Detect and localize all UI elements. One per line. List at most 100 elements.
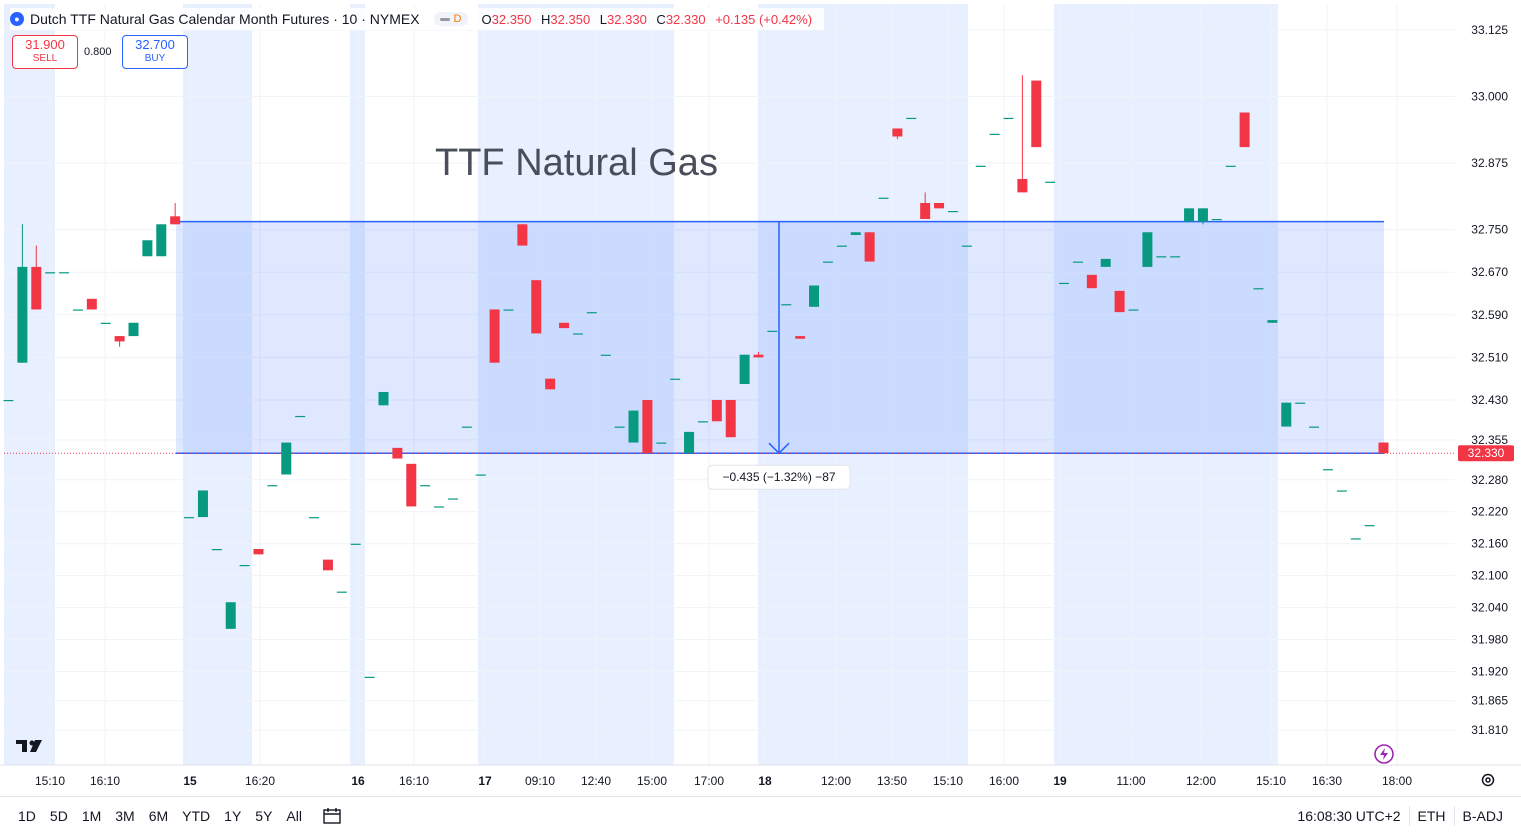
price-tick-label: 31.865: [1471, 694, 1508, 708]
gridlines: [4, 4, 1455, 765]
price-tick-label: 31.920: [1471, 664, 1508, 678]
candle-body: [572, 333, 583, 335]
candle-body: [1017, 179, 1028, 193]
candle-body: [420, 485, 431, 487]
candle-body: [947, 210, 958, 213]
candle-body: [1003, 117, 1014, 120]
candle-body: [906, 117, 917, 120]
range-fill: [176, 221, 1384, 454]
divider: [1453, 806, 1455, 826]
candle-body: [128, 322, 139, 337]
candle-body: [517, 224, 528, 246]
symbol-title[interactable]: Dutch TTF Natural Gas Calendar Month Fut…: [30, 11, 420, 27]
lightning-icon[interactable]: [1373, 743, 1395, 765]
buy-button[interactable]: 32.700 BUY: [122, 35, 188, 69]
candle-body: [1128, 309, 1139, 311]
candle-body: [892, 128, 903, 137]
session-toggle[interactable]: ETH: [1417, 808, 1446, 824]
candle-body: [934, 203, 945, 209]
candle-body: [559, 322, 570, 329]
candle-body: [1253, 288, 1264, 290]
range-5d[interactable]: 5D: [49, 808, 68, 824]
candle-body: [586, 312, 597, 314]
price-tick-label: 32.875: [1471, 156, 1508, 170]
range-5y[interactable]: 5Y: [255, 808, 273, 824]
candle-body: [267, 485, 278, 487]
range-1d[interactable]: 1D: [18, 808, 36, 824]
candle-body: [545, 378, 556, 390]
price-axis: 33.125 33.000 32.875 32.750 32.670 32.590 32.5…: [1456, 0, 1521, 796]
candle-body: [72, 309, 83, 311]
candle-body: [864, 232, 875, 262]
time-axis: 15:10 16:10 15 16:20 16 16:10 17 09:10 12:40 15:0…: [0, 764, 1521, 788]
time-tick-label: 09:10: [525, 774, 555, 788]
candle-body: [1350, 538, 1361, 540]
candle-body: [1295, 402, 1306, 404]
candle-body: [1072, 261, 1083, 263]
candle-body: [642, 399, 653, 454]
candle-body: [281, 442, 292, 475]
clock[interactable]: 16:08:30 UTC+2: [1297, 808, 1401, 824]
time-tick-label: 15: [183, 774, 197, 788]
time-tick-label: 18:00: [1382, 774, 1412, 788]
price-tick-label: 31.810: [1471, 723, 1508, 737]
chart-annotation[interactable]: TTF Natural Gas: [435, 142, 718, 184]
time-tick-label: 13:50: [877, 774, 907, 788]
range-selector: 1D 5D 1M 3M 6M YTD 1Y 5Y All: [12, 804, 308, 828]
price-tick-label: 32.280: [1471, 473, 1508, 487]
range-3m[interactable]: 3M: [115, 808, 135, 824]
candle-body: [836, 245, 847, 247]
range-1y[interactable]: 1Y: [224, 808, 242, 824]
candle-body: [1267, 320, 1278, 323]
range-all[interactable]: All: [286, 808, 302, 824]
buy-price: 32.700: [135, 37, 175, 52]
time-tick-label: 11:00: [1116, 774, 1145, 788]
candle-body: [822, 261, 833, 263]
candle-body: [850, 232, 861, 235]
candle-body: [1364, 525, 1375, 527]
candle-body: [781, 304, 792, 306]
range-6m[interactable]: 6M: [148, 808, 169, 824]
gear-icon[interactable]: [1480, 772, 1496, 788]
candle-body: [1059, 282, 1070, 285]
sell-label: SELL: [32, 53, 58, 64]
time-tick-label: 16: [351, 774, 365, 788]
candle-body: [711, 399, 722, 422]
range-ytd[interactable]: YTD: [182, 808, 211, 824]
time-tick-label: 12:00: [1186, 774, 1216, 788]
status-pill[interactable]: D: [433, 12, 468, 26]
candle-body: [406, 463, 417, 507]
last-price-badge: [1458, 445, 1514, 462]
measure-label-box: [707, 464, 851, 490]
price-tick-label: 33.125: [1471, 23, 1508, 37]
bottom-toolbar: 1D 5D 1M 3M 6M YTD 1Y 5Y All 16:08:30 UT…: [0, 796, 1521, 835]
candle-body: [531, 280, 542, 334]
candle-body: [767, 330, 778, 332]
price-tick-label: 32.510: [1471, 350, 1508, 364]
candle-body: [170, 216, 181, 225]
candle-body: [17, 266, 28, 363]
flame-icon: ●: [10, 12, 24, 26]
range-1m[interactable]: 1M: [81, 808, 102, 824]
candle-body: [239, 564, 250, 567]
candle-body: [253, 549, 264, 555]
time-tick-label: 16:20: [245, 774, 275, 788]
candle-body: [739, 354, 750, 384]
session-bands: [4, 4, 1278, 765]
candle-body: [1378, 442, 1389, 454]
time-tick-label: 18: [758, 774, 772, 788]
candle-body: [1170, 256, 1181, 258]
candle-body: [392, 447, 403, 459]
candle-body: [336, 591, 347, 593]
time-tick-label: 15:00: [637, 774, 667, 788]
price-tick-label: 32.430: [1471, 393, 1508, 407]
candle-body: [1156, 256, 1167, 258]
sell-button[interactable]: 31.900 SELL: [12, 35, 78, 69]
candle-body: [475, 474, 486, 476]
candle-body: [614, 426, 625, 428]
adjustment-toggle[interactable]: B-ADJ: [1462, 808, 1503, 824]
ohlc-open-key: O: [481, 11, 492, 27]
tradingview-logo-icon[interactable]: [16, 738, 46, 754]
date-range-icon[interactable]: [322, 807, 342, 825]
